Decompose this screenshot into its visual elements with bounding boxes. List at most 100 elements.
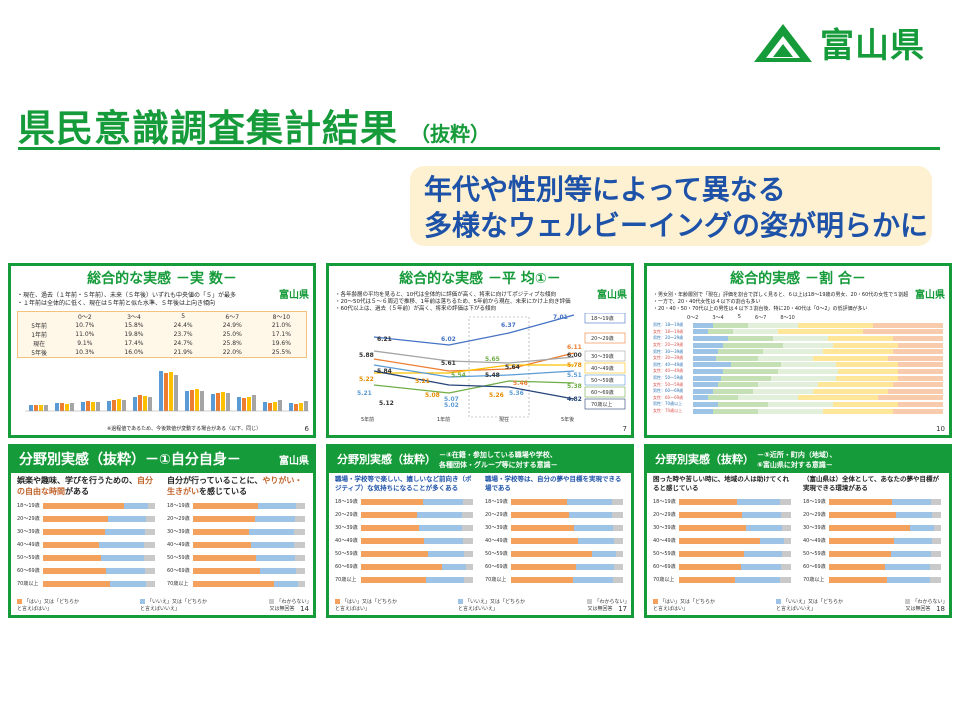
stacked-bar bbox=[43, 567, 155, 574]
ratio-segment bbox=[818, 382, 893, 388]
bar-segment bbox=[779, 576, 791, 583]
bar-row: 18～19歳 bbox=[803, 495, 941, 508]
bar-group-2: 18～19歳 20～29歳 30～39歳 40～49歳 50～59歳 60～69歳 70歳以… bbox=[479, 495, 629, 586]
table-header-row: 0～2 3～4 5 6～7 8～10 bbox=[18, 312, 306, 321]
ratio-bar bbox=[693, 342, 943, 348]
value-label: 6.02 bbox=[441, 336, 456, 343]
value-label: 6.37 bbox=[501, 322, 516, 329]
bar-segment bbox=[193, 580, 274, 587]
legend-item: 「いいえ」又は「どちらかと言えばいいえ」 bbox=[458, 598, 527, 612]
bar-segment bbox=[361, 511, 417, 518]
ratio-segment bbox=[713, 408, 758, 414]
value-label: 6.11 bbox=[567, 344, 582, 351]
bar-row: 30～39歳 bbox=[653, 521, 791, 534]
value-label: 5.54 bbox=[451, 372, 466, 379]
page-title: 県民意識調査集計結果 （抜粋） bbox=[18, 98, 490, 152]
ratio-segment bbox=[898, 342, 943, 348]
bar-segment bbox=[464, 576, 473, 583]
ratio-segment bbox=[693, 388, 713, 394]
stacked-bar bbox=[43, 554, 155, 561]
ratio-segment bbox=[720, 375, 771, 381]
stacked-bar bbox=[511, 576, 623, 583]
bar-row-label: 50～59歳 bbox=[167, 555, 190, 561]
stacked-bar bbox=[193, 554, 305, 561]
ratio-row-label: 女性：60～69歳 bbox=[653, 394, 684, 400]
ratio-segment bbox=[718, 401, 768, 407]
value-label: 5.08 bbox=[425, 392, 440, 399]
ratio-bar bbox=[693, 335, 943, 341]
ratio-segment bbox=[718, 349, 763, 355]
bar-segment bbox=[123, 502, 149, 509]
bar-segment bbox=[143, 554, 155, 561]
bar-segment bbox=[829, 563, 885, 570]
legend-item: 0～2 bbox=[687, 315, 699, 321]
stacked-bar bbox=[679, 550, 791, 557]
bar-row-label: 20～29歳 bbox=[653, 512, 676, 518]
ratio-segment bbox=[893, 382, 943, 388]
bar-row: 30～39歳 bbox=[803, 521, 941, 534]
card-text-3: ・20・40・50・70代以上の男性は４以下３割台後、特に20・40代は「0～2… bbox=[653, 306, 868, 312]
bar-segment bbox=[193, 567, 261, 574]
ratio-row-label: 男性：50～59歳 bbox=[653, 375, 684, 381]
bar-segment bbox=[743, 550, 783, 557]
table-cell: 9.1% bbox=[77, 340, 93, 347]
ratio-segment bbox=[833, 342, 898, 348]
bar-segment bbox=[423, 537, 463, 544]
bar-segment bbox=[511, 511, 570, 518]
table-cell: 19.8% bbox=[124, 331, 144, 338]
bar-segment bbox=[461, 511, 473, 518]
bar-segment bbox=[759, 537, 785, 544]
ratio-segment bbox=[893, 349, 943, 355]
x-label: 5年後 bbox=[561, 416, 574, 423]
callout-box: 年代や性別等によって異なる 多様なウェルビーイングの姿が明らかに bbox=[410, 166, 932, 246]
question-1: 娯楽や趣味、学びを行うための、自分の自由な時間がある bbox=[11, 473, 161, 499]
bar-segment bbox=[829, 524, 910, 531]
x-label: 1年前 bbox=[437, 416, 450, 423]
bar-row-label: 30～39歳 bbox=[653, 525, 676, 531]
value-label: 5.88 bbox=[359, 352, 374, 359]
stacked-bar bbox=[679, 524, 791, 531]
ratio-row: 男性：20～29歳 bbox=[653, 335, 943, 342]
bar-segment bbox=[361, 524, 420, 531]
bar-segment bbox=[461, 524, 473, 531]
stacked-bar bbox=[43, 528, 155, 535]
ratio-segment bbox=[893, 408, 943, 414]
bar-row-label: 70歳以上 bbox=[803, 577, 825, 583]
legend-item: 8～10 bbox=[780, 315, 795, 321]
bar-segment bbox=[679, 511, 742, 518]
bar-segment bbox=[511, 563, 576, 570]
bar-segment bbox=[612, 576, 623, 583]
value-label: 5.21 bbox=[357, 390, 372, 397]
ratio-segment bbox=[723, 368, 778, 374]
bar-row: 30～39歳 bbox=[167, 525, 305, 538]
bar-segment bbox=[782, 524, 791, 531]
ratio-segment bbox=[763, 349, 823, 355]
value-label: 5.51 bbox=[567, 372, 582, 379]
bar-segment bbox=[930, 498, 941, 505]
ratio-segment bbox=[693, 382, 718, 388]
bar-row: 20～29歳 bbox=[335, 508, 473, 521]
bar-segment bbox=[417, 511, 462, 518]
bar-segment bbox=[737, 498, 780, 505]
value-label: 5.65 bbox=[485, 356, 500, 363]
table-cell: 10.3% bbox=[75, 349, 95, 356]
value-label: 5.84 bbox=[377, 368, 392, 375]
question-text: を感じている bbox=[199, 487, 247, 496]
bar-row: 50～59歳 bbox=[335, 547, 473, 560]
value-label: 5.22 bbox=[359, 376, 374, 383]
value-label: 5.61 bbox=[441, 360, 456, 367]
ratio-legend: 0～2 3～4 5 6～7 8～10 bbox=[647, 313, 949, 322]
bar-segment bbox=[679, 537, 760, 544]
card-title-sub: －⑤近所・町内（地域）、 ⑥富山県に対する意識－ bbox=[757, 450, 836, 470]
bar-segment bbox=[909, 524, 935, 531]
value-label: 5.21 bbox=[415, 378, 430, 385]
table-cell: 17.1% bbox=[271, 331, 291, 338]
value-label: 6.21 bbox=[377, 336, 392, 343]
bar-segment bbox=[890, 550, 931, 557]
bar-row-label: 30～39歳 bbox=[485, 525, 508, 531]
bar-row-label: 70歳以上 bbox=[653, 577, 675, 583]
table-cell: 17.4% bbox=[124, 340, 144, 347]
ratio-segment bbox=[693, 349, 718, 355]
stacked-bar bbox=[511, 550, 623, 557]
ratio-bar bbox=[693, 349, 943, 355]
